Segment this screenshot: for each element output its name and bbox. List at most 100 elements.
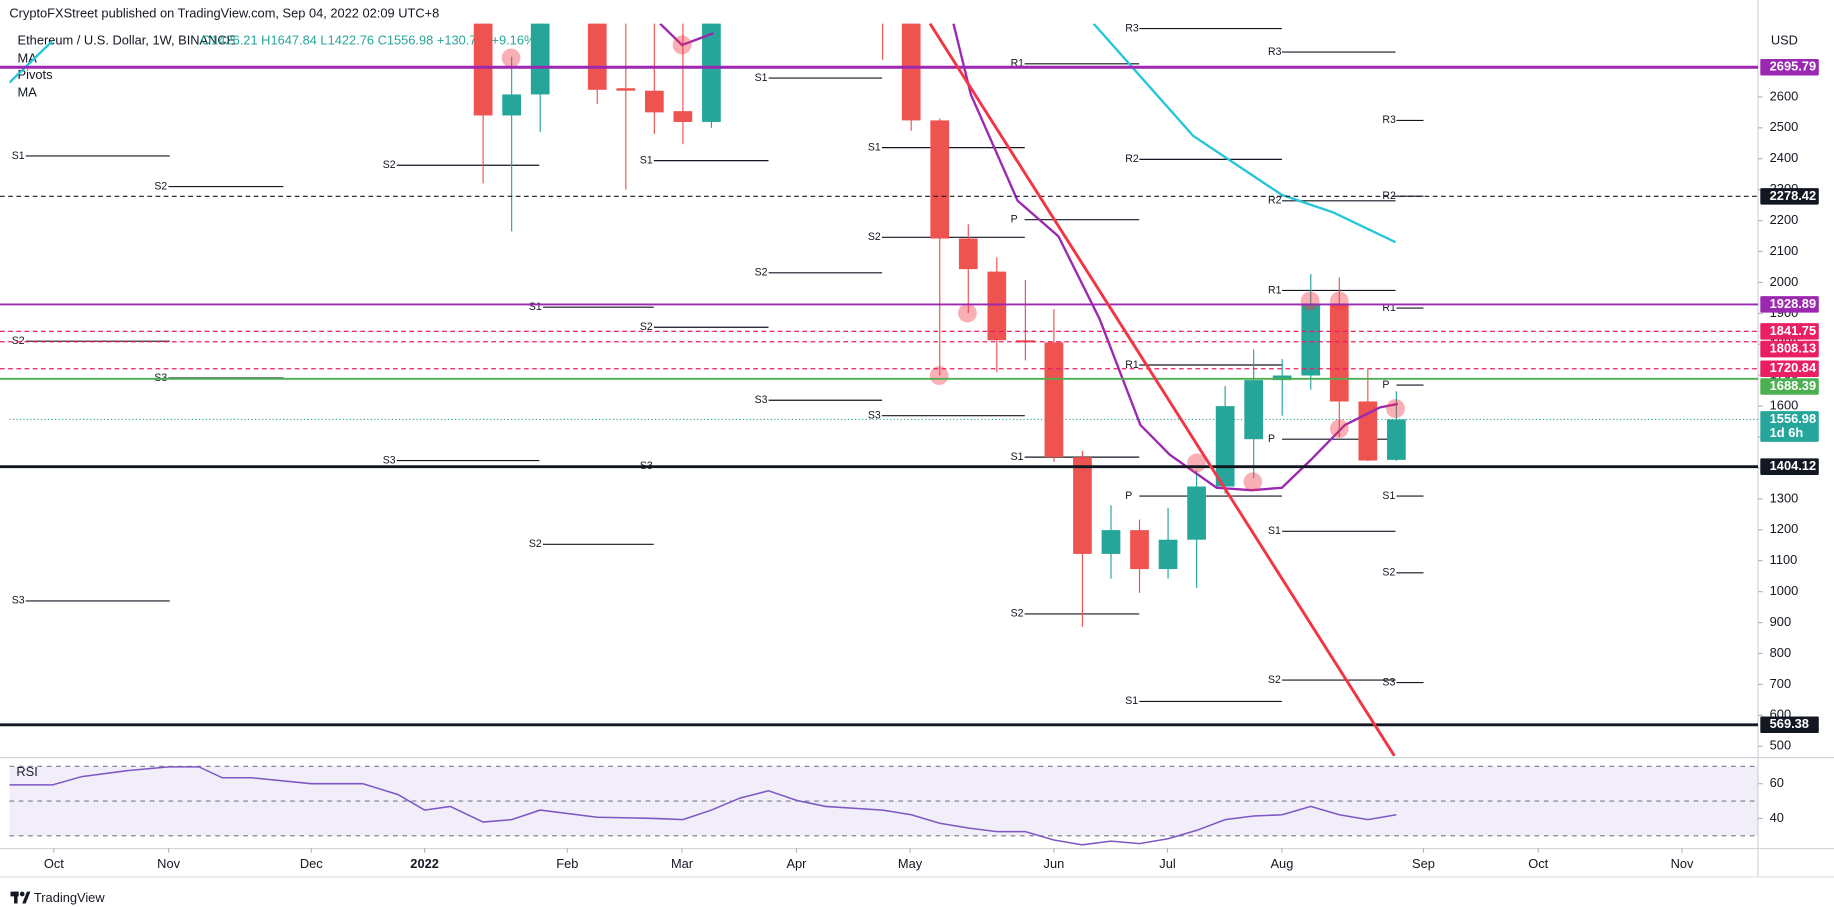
price-badge-label: 1556.98 bbox=[1770, 411, 1816, 426]
currency: USD bbox=[1771, 33, 1798, 48]
y-tick-label: 1200 bbox=[1770, 521, 1799, 536]
price-badge bbox=[1760, 360, 1819, 378]
pivot-label: S2 bbox=[1268, 674, 1281, 686]
y-tick-label: 900 bbox=[1770, 614, 1791, 629]
price-badge bbox=[1760, 458, 1819, 475]
pivot-label: S2 bbox=[383, 159, 396, 171]
y-tick-label: 2400 bbox=[1770, 150, 1799, 165]
candle-body bbox=[930, 120, 950, 239]
x-tick-label: Oct bbox=[44, 856, 64, 871]
pivot-label: S2 bbox=[154, 180, 167, 192]
touch-marker bbox=[929, 366, 949, 385]
candle-body bbox=[616, 88, 636, 91]
price-badge-label: 1404.12 bbox=[1770, 458, 1816, 473]
price-badge bbox=[1760, 378, 1819, 395]
candle-body bbox=[958, 238, 978, 270]
x-tick-label: Feb bbox=[556, 856, 578, 871]
candle-body bbox=[1215, 406, 1235, 487]
candle-body bbox=[901, 23, 921, 121]
x-tick-label: Nov bbox=[157, 856, 180, 871]
pivot-label: R3 bbox=[1125, 22, 1139, 34]
x-tick-label: Aug bbox=[1271, 856, 1294, 871]
x-tick-label: Apr bbox=[786, 856, 807, 871]
candle-body bbox=[1101, 530, 1121, 554]
price-badge-label: 2695.79 bbox=[1770, 59, 1816, 74]
pivot-label: S3 bbox=[868, 409, 881, 421]
pivot-label: S1 bbox=[1125, 695, 1138, 707]
price-pane: S1 S2 S2 S3 S3 S2 S3 S1 S2 S1 S2 S3 S1 S2 S3 S1 S2 S3 R1 P S… bbox=[9, 22, 1758, 707]
tv-logo bbox=[10, 891, 31, 904]
touch-marker bbox=[1243, 472, 1263, 492]
pivot-label: S2 bbox=[1011, 608, 1024, 620]
x-tick-label: Nov bbox=[1671, 856, 1694, 871]
price-badge-label: 2278.42 bbox=[1770, 188, 1816, 203]
candle-body bbox=[644, 90, 664, 113]
candle-body bbox=[1272, 375, 1292, 381]
candle-body bbox=[1244, 380, 1264, 440]
candle-body bbox=[1044, 342, 1064, 458]
legend-entry: MA bbox=[18, 85, 38, 100]
footer-brand: TradingView bbox=[34, 890, 105, 905]
legend-entry: Pivots bbox=[18, 67, 53, 82]
pivot-label: P bbox=[1382, 379, 1389, 391]
pivot-label: P bbox=[1125, 490, 1132, 502]
y-tick-label: 1300 bbox=[1770, 490, 1799, 505]
rsi-title: RSI bbox=[16, 764, 37, 779]
pivot-label: R2 bbox=[1382, 190, 1396, 202]
pivot-label: S2 bbox=[755, 267, 768, 279]
touch-marker bbox=[1300, 291, 1320, 311]
rsi-pane bbox=[9, 765, 1758, 846]
y-tick-label: 2200 bbox=[1770, 212, 1799, 227]
pivot-label: S3 bbox=[1382, 676, 1395, 688]
pivot-label: S3 bbox=[383, 454, 396, 466]
price-badge bbox=[1760, 59, 1819, 76]
candle-body bbox=[987, 271, 1007, 341]
x-tick-label: Sep bbox=[1412, 856, 1435, 871]
touch-marker bbox=[672, 35, 692, 55]
candle-body bbox=[1187, 486, 1206, 540]
candle-body bbox=[1073, 457, 1092, 554]
pivot-label: S2 bbox=[529, 538, 542, 550]
x-tick-label: Mar bbox=[671, 856, 694, 871]
price-badge-label: 1808.13 bbox=[1770, 340, 1816, 355]
pivot-label: S1 bbox=[640, 154, 653, 166]
touch-marker bbox=[1386, 399, 1405, 419]
pivot-label: S1 bbox=[12, 150, 25, 162]
touch-marker bbox=[958, 303, 977, 323]
pivot-label: R1 bbox=[1125, 359, 1139, 371]
x-tick-label: Dec bbox=[300, 856, 323, 871]
candle-body bbox=[1130, 530, 1149, 570]
pivot-label: S1 bbox=[529, 301, 542, 313]
candle-body bbox=[673, 111, 693, 122]
pivot-label: P bbox=[1011, 213, 1018, 225]
y-tick-label: 2500 bbox=[1770, 119, 1799, 134]
pivot-label: S1 bbox=[755, 72, 768, 84]
y-tick-label: 500 bbox=[1770, 738, 1791, 753]
pivot-label: S2 bbox=[1382, 567, 1395, 579]
x-tick-label: Jul bbox=[1159, 856, 1175, 871]
y-tick-label: 1100 bbox=[1770, 552, 1798, 567]
pivot-label: S2 bbox=[640, 321, 653, 333]
y-tick-label: 700 bbox=[1770, 676, 1791, 691]
publisher: CryptoFXStreet published on TradingView.… bbox=[9, 6, 439, 21]
moving-average bbox=[659, 23, 1399, 492]
y-tick-label: 800 bbox=[1770, 645, 1791, 660]
pivot-label: R1 bbox=[1268, 284, 1282, 296]
pivot-label: R2 bbox=[1268, 195, 1282, 207]
price-badge-label: 1688.39 bbox=[1770, 378, 1816, 393]
pivot-label: R3 bbox=[1268, 46, 1282, 58]
price-badge bbox=[1760, 411, 1819, 442]
pivot-label: R3 bbox=[1382, 114, 1396, 126]
price-badge-label: 1841.75 bbox=[1770, 323, 1816, 338]
pivot-label: S3 bbox=[755, 394, 768, 406]
price-badge-label: 1720.84 bbox=[1770, 360, 1817, 375]
x-tick-label: May bbox=[898, 856, 923, 871]
y-tick-label: 40 bbox=[1770, 810, 1784, 825]
x-tick-label: Jun bbox=[1044, 856, 1065, 871]
touch-marker bbox=[501, 48, 521, 68]
price-badge-label: 1928.89 bbox=[1770, 296, 1816, 311]
pivot-label: S1 bbox=[1382, 490, 1395, 502]
candle-body bbox=[1387, 419, 1406, 460]
